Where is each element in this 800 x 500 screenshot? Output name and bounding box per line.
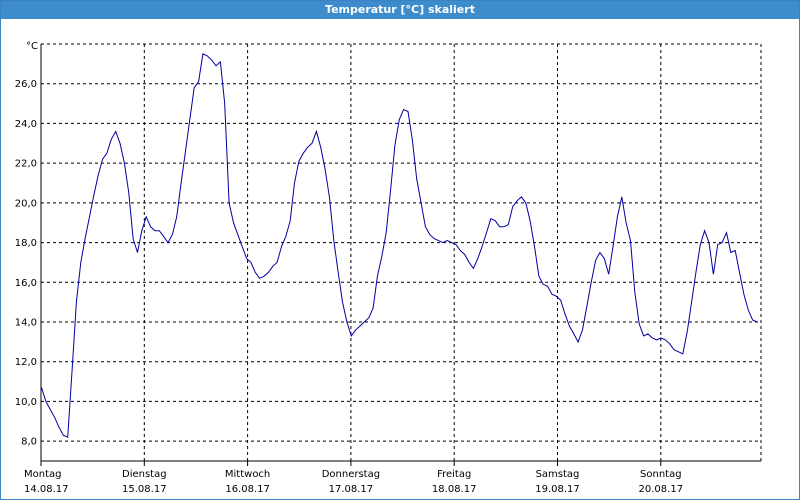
- x-axis: Montag 14.08.17 Dienstag 15.08.17 Mittwoch 16…: [24, 461, 683, 495]
- y-tick-label: 22,0: [15, 159, 37, 170]
- y-tick-label: 12,0: [15, 357, 37, 368]
- plot-frame: [40, 44, 762, 462]
- x-tick-day: Mittwoch: [225, 469, 270, 480]
- y-axis: 8,0 10,0 12,0 14,0 16,0 18,0 20,0 22,0 24,0 26,0: [15, 79, 37, 447]
- x-tick-day: Sonntag: [640, 469, 682, 480]
- x-tick-date: 20.08.17: [639, 484, 684, 495]
- y-tick-label: 18,0: [15, 238, 37, 249]
- y-tick-label: 20,0: [15, 198, 37, 209]
- x-tick-day: Montag: [24, 469, 61, 480]
- y-tick-label: 8,0: [21, 437, 37, 448]
- x-tick-day: Samstag: [536, 469, 580, 480]
- x-tick-day: Dienstag: [122, 469, 167, 480]
- x-tick-date: 19.08.17: [535, 484, 580, 495]
- x-tick-date: 18.08.17: [432, 484, 477, 495]
- y-axis-unit: °C: [26, 41, 38, 52]
- x-tick-day: Freitag: [437, 469, 471, 480]
- y-tick-label: 24,0: [15, 119, 37, 130]
- y-tick-label: 16,0: [15, 278, 37, 289]
- x-tick-date: 17.08.17: [329, 484, 374, 495]
- y-tick-label: 26,0: [15, 79, 37, 90]
- y-tick-label: 14,0: [15, 318, 37, 329]
- x-tick-date: 15.08.17: [122, 484, 167, 495]
- x-tick-date: 16.08.17: [225, 484, 270, 495]
- x-tick-date: 14.08.17: [24, 484, 69, 495]
- temperature-chart: 8,010,012,014,016,018,020,022,024,026,0 …: [15, 41, 762, 495]
- x-tick-day: Donnerstag: [322, 469, 380, 480]
- temperature-line: [41, 53, 758, 438]
- y-tick-label: 10,0: [15, 397, 37, 408]
- grid: [41, 43, 761, 461]
- window-title: Temperatur [°C] skaliert: [1, 1, 799, 19]
